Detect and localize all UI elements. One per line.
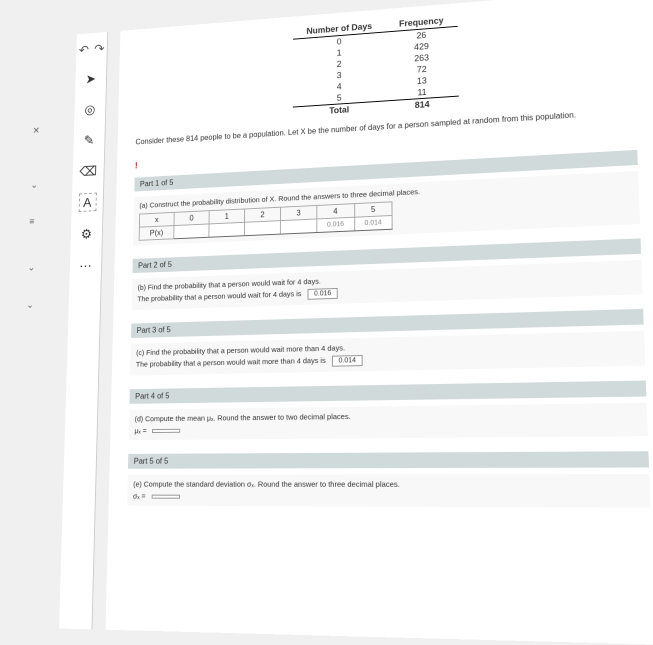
target-icon[interactable]: ◎ xyxy=(81,100,99,119)
px-input[interactable] xyxy=(174,224,209,239)
part-5-header: Part 5 of 5 xyxy=(128,451,649,469)
content-area: Number of Days Frequency 026142922633724… xyxy=(106,0,653,645)
px-input[interactable]: 0.016 xyxy=(317,217,354,232)
part-3: Part 3 of 5 (c) Find the probability tha… xyxy=(130,309,645,376)
part-4-answer[interactable] xyxy=(152,429,180,433)
forward-icon[interactable]: ↷ xyxy=(94,41,105,57)
more-icon[interactable]: ⋯ xyxy=(76,256,94,275)
part-5-body: (e) Compute the standard deviation σₓ. R… xyxy=(127,474,650,508)
pointer-icon[interactable]: ➤ xyxy=(82,69,100,88)
part-5-line: σₓ = xyxy=(133,492,146,501)
part-3-body: (c) Find the probability that a person w… xyxy=(130,331,645,376)
px-input[interactable]: 0.014 xyxy=(354,215,392,230)
lines-icon: ≡ xyxy=(29,217,38,228)
chevron-down-icon-2[interactable]: ⌄ xyxy=(28,263,37,274)
part-2-line: The probability that a person would wait… xyxy=(137,289,301,303)
toolbar: ↶ ↷ ➤ ◎ ✎ ⌫ A ⚙ ⋯ xyxy=(59,32,108,629)
stamp-icon[interactable]: ⚙ xyxy=(77,224,95,243)
chevron-down-icon-3[interactable]: ⌄ xyxy=(26,300,35,311)
nav-arrows: ↶ ↷ xyxy=(79,41,105,58)
part-4: Part 4 of 5 (d) Compute the mean μₓ. Rou… xyxy=(129,381,648,441)
part-3-answer[interactable]: 0.014 xyxy=(332,355,363,367)
part-3-line: The probability that a person would wait… xyxy=(136,356,326,369)
part-4-body: (d) Compute the mean μₓ. Round the answe… xyxy=(129,403,648,440)
part-5-prompt: (e) Compute the standard deviation σₓ. R… xyxy=(133,479,643,489)
close-x[interactable]: ✕ xyxy=(32,126,41,136)
part-4-line: μₓ = xyxy=(134,426,146,435)
frequency-table: Number of Days Frequency 026142922633724… xyxy=(293,13,459,119)
px-input[interactable] xyxy=(244,221,280,236)
part-4-header: Part 4 of 5 xyxy=(129,381,646,404)
part-2-answer[interactable]: 0.016 xyxy=(307,288,338,300)
erase-icon[interactable]: ⌫ xyxy=(79,161,97,180)
part-5-answer[interactable] xyxy=(151,495,179,499)
part-2: Part 2 of 5 (b) Find the probability tha… xyxy=(132,238,643,310)
px-input[interactable] xyxy=(280,219,316,234)
p-label: P(x) xyxy=(139,226,174,241)
part-5: Part 5 of 5 (e) Compute the standard dev… xyxy=(127,451,650,508)
px-input[interactable] xyxy=(209,222,245,237)
text-tool-icon[interactable]: A xyxy=(78,193,96,212)
back-icon[interactable]: ↶ xyxy=(79,42,90,58)
chevron-down-icon[interactable]: ⌄ xyxy=(30,180,39,190)
pen-icon[interactable]: ✎ xyxy=(80,130,98,149)
